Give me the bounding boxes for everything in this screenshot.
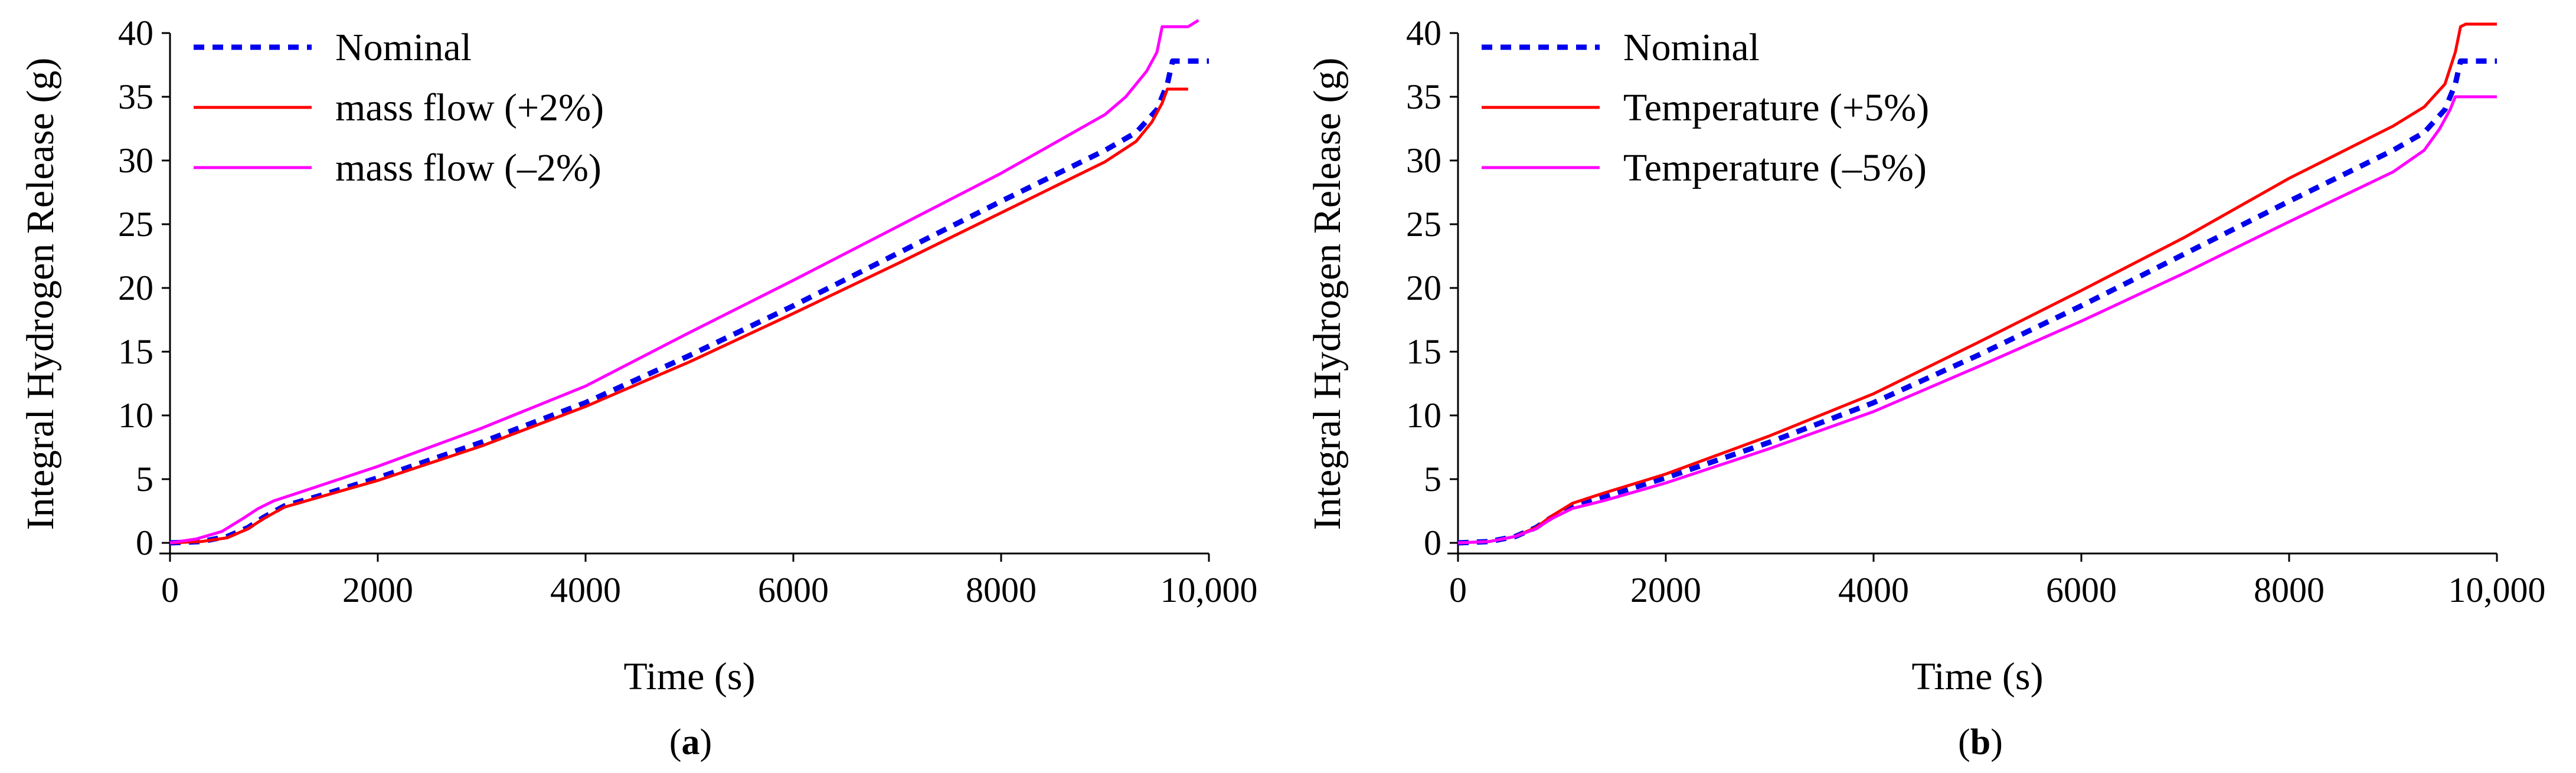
legend-label-2: mass flow (+2%)	[335, 86, 604, 129]
y-tick-label: 40	[1406, 14, 1441, 53]
x-tick-label: 4000	[1838, 571, 1909, 610]
y-tick-label: 15	[1406, 332, 1441, 371]
legend-label-1: Nominal	[1623, 26, 1760, 69]
x-tick-label: 0	[1449, 571, 1467, 610]
x-tick-label: 10,000	[1160, 571, 1258, 610]
y-tick-label: 35	[1406, 77, 1441, 116]
y-tick-label: 0	[136, 523, 153, 562]
panel-caption: (b)	[1958, 722, 2003, 762]
chart-panel-a: 0 5 10 15 20 25 30 35 40 0 2000 4000 6000 8000 10,000 T…	[19, 14, 1258, 762]
y-tick-label: 25	[118, 205, 153, 244]
series-line-1	[1457, 58, 2497, 546]
x-tick-label: 6000	[2046, 571, 2117, 610]
y-axis-title: Integral Hydrogen Release (g)	[19, 58, 62, 530]
legend-label-3: mass flow (–2%)	[335, 146, 601, 189]
x-tick-label: 6000	[758, 571, 829, 610]
y-tick-label: 15	[118, 332, 153, 371]
series-line-3	[169, 19, 1199, 545]
x-tick-label: 8000	[2254, 571, 2325, 610]
y-tick-label: 5	[1424, 460, 1441, 499]
chart-panel-b: 0 5 10 15 20 25 30 35 40 0 2000 4000 6000 8000 10,000 T…	[1306, 14, 2546, 762]
panel-caption: (a)	[669, 722, 712, 762]
y-axis-title: Integral Hydrogen Release (g)	[1306, 58, 1349, 530]
y-tick-label: 5	[136, 460, 153, 499]
x-tick-label: 0	[161, 571, 179, 610]
y-tick-label: 30	[1406, 141, 1441, 180]
y-tick-label: 40	[118, 14, 153, 53]
x-tick-label: 2000	[342, 571, 413, 610]
y-tick-label: 10	[1406, 396, 1441, 435]
series-line-3	[1457, 95, 2497, 545]
x-tick-label: 8000	[966, 571, 1037, 610]
y-tick-label: 10	[118, 396, 153, 435]
x-axis-title: Time (s)	[1911, 655, 2043, 698]
legend-label-1: Nominal	[335, 26, 472, 69]
series-line-2	[169, 87, 1188, 545]
x-tick-label: 10,000	[2448, 571, 2546, 610]
y-tick-label: 0	[1424, 523, 1441, 562]
x-axis-title: Time (s)	[623, 655, 755, 698]
legend-label-2: Temperature (+5%)	[1623, 86, 1929, 129]
y-tick-label: 20	[118, 268, 153, 307]
y-tick-label: 35	[118, 77, 153, 116]
x-tick-label: 2000	[1630, 571, 1701, 610]
y-tick-label: 30	[118, 141, 153, 180]
y-tick-label: 20	[1406, 268, 1441, 307]
y-tick-label: 25	[1406, 205, 1441, 244]
x-tick-label: 4000	[550, 571, 621, 610]
legend-label-3: Temperature (–5%)	[1623, 146, 1927, 189]
series-line-1	[169, 58, 1209, 546]
series-line-2	[1457, 22, 2497, 545]
